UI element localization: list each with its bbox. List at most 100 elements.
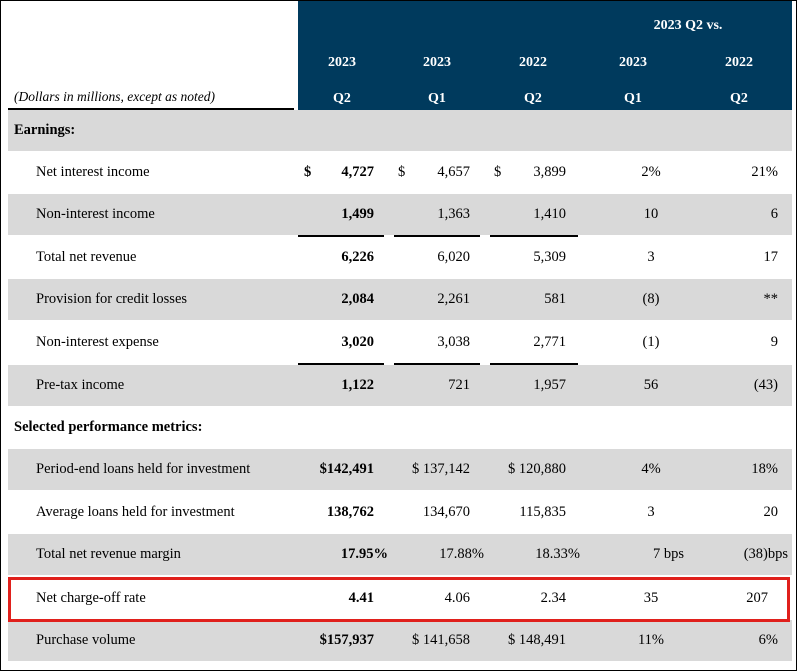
cell-vs-q1: 56 bbox=[643, 377, 659, 393]
row-label: Non-interest income bbox=[36, 206, 155, 222]
cell-q1-2023: 6,020 bbox=[437, 249, 470, 265]
cell-q2-2023: 1,122 bbox=[341, 377, 374, 393]
table-row: Provision for credit losses 2,084 2,261 … bbox=[8, 279, 792, 320]
cell-q2-2022: 18.33% bbox=[535, 546, 580, 562]
table-row: Purchase volume $157,937 $ 141,658 $ 148… bbox=[8, 620, 792, 661]
header-band bbox=[298, 1, 792, 111]
row-label: Total net revenue bbox=[36, 249, 137, 265]
cell-q2-2022: 581 bbox=[544, 291, 566, 307]
cell-q2-2023: $142,491 bbox=[319, 461, 374, 477]
subtotal-rule bbox=[298, 363, 384, 365]
cell-q1-2023: 2,261 bbox=[437, 291, 470, 307]
cell-q2-2022: 3,899 bbox=[533, 164, 566, 180]
cell-q2-2022: 2.34 bbox=[540, 590, 566, 606]
col-year-1: 2023 bbox=[328, 55, 356, 70]
cell-vs-q2: 207 bbox=[746, 590, 768, 606]
cell-vs-q2: (43) bbox=[753, 377, 778, 393]
cell-vs-q2: (38)bps bbox=[743, 546, 788, 562]
row-label: Provision for credit losses bbox=[36, 291, 188, 307]
currency-symbol: $ bbox=[398, 164, 406, 180]
cell-q2-2023: 6,226 bbox=[341, 249, 374, 265]
cell-q1-2023: 134,670 bbox=[422, 504, 470, 520]
cell-q2-2023: 4.41 bbox=[348, 590, 374, 606]
cell-q2-2023: 17.95% bbox=[340, 546, 388, 562]
cell-vs-q1: 2% bbox=[641, 164, 661, 180]
cell-vs-q1: 3 bbox=[647, 249, 655, 265]
table-row: Pre-tax income 1,122 721 1,957 56 (43) bbox=[8, 365, 792, 406]
table-row: Non-interest expense 3,020 3,038 2,771 (… bbox=[8, 322, 792, 363]
cell-q2-2022: 115,835 bbox=[519, 504, 566, 520]
col-year-2: 2023 bbox=[423, 55, 451, 70]
col-quarter-4: Q1 bbox=[624, 91, 642, 106]
col-quarter-5: Q2 bbox=[730, 91, 748, 106]
cell-q1-2023: 17.88% bbox=[439, 546, 484, 562]
cell-q2-2022: $ 120,880 bbox=[508, 461, 566, 477]
cell-vs-q2: 17 bbox=[763, 249, 779, 265]
highlight-box bbox=[8, 577, 790, 622]
subtotal-rule bbox=[490, 235, 578, 237]
subtotal-rule bbox=[490, 363, 578, 365]
section-label: Earnings: bbox=[14, 122, 76, 138]
cell-vs-q2: 18% bbox=[751, 461, 778, 477]
cell-vs-q1: (8) bbox=[642, 291, 660, 307]
cell-vs-q2: ** bbox=[763, 291, 779, 307]
cell-vs-q1: 11% bbox=[637, 632, 665, 648]
row-label: Period-end loans held for investment bbox=[36, 461, 251, 477]
cell-q2-2023: 2,084 bbox=[341, 291, 374, 307]
cell-vs-q2: 20 bbox=[763, 504, 779, 520]
cell-vs-q1: 10 bbox=[643, 206, 659, 222]
section-label: Selected performance metrics: bbox=[14, 419, 203, 435]
cell-vs-q1: 4% bbox=[641, 461, 661, 477]
row-label: Net interest income bbox=[36, 164, 150, 180]
cell-q2-2023: 4,727 bbox=[341, 164, 374, 180]
cell-q1-2023: 4.06 bbox=[444, 590, 470, 606]
subtotal-rule bbox=[394, 363, 480, 365]
table-row: Period-end loans held for investment $14… bbox=[8, 449, 792, 490]
col-quarter-1: Q2 bbox=[333, 91, 351, 106]
cell-vs-q1: 3 bbox=[647, 504, 655, 520]
currency-symbol: $ bbox=[494, 164, 502, 180]
row-label: Total net revenue margin bbox=[36, 546, 181, 562]
cell-q1-2023: $ 141,658 bbox=[412, 632, 470, 648]
table-row: Total net revenue margin 17.95% 17.88% 1… bbox=[8, 534, 792, 575]
table-row: Total net revenue 6,226 6,020 5,309 3 17 bbox=[8, 237, 792, 278]
units-note: (Dollars in millions, except as noted) bbox=[14, 89, 215, 104]
comparison-header: 2023 Q2 vs. bbox=[653, 18, 723, 33]
currency-symbol: $ bbox=[304, 164, 312, 180]
table-row: Non-interest income 1,499 1,363 1,410 10… bbox=[8, 194, 792, 235]
row-label: Pre-tax income bbox=[36, 377, 125, 393]
section-row-metrics: Selected performance metrics: bbox=[8, 407, 792, 448]
cell-q2-2023: $157,937 bbox=[319, 632, 374, 648]
header-underline bbox=[8, 108, 294, 110]
cell-q2-2022: 1,410 bbox=[533, 206, 566, 222]
cell-vs-q1: 35 bbox=[643, 590, 659, 606]
row-label: Net charge-off rate bbox=[36, 590, 146, 606]
table-row: Net charge-off rate 4.41 4.06 2.34 35 20… bbox=[8, 578, 792, 619]
cell-q1-2023: 4,657 bbox=[437, 164, 470, 180]
cell-q1-2023: 1,363 bbox=[437, 206, 470, 222]
col-year-4: 2023 bbox=[619, 55, 647, 70]
row-label: Average loans held for investment bbox=[36, 504, 235, 520]
cell-vs-q2: 6% bbox=[758, 632, 778, 648]
cell-q2-2022: 5,309 bbox=[533, 249, 566, 265]
cell-q1-2023: 3,038 bbox=[437, 334, 470, 350]
table-row: Average loans held for investment 138,76… bbox=[8, 492, 792, 533]
cell-vs-q1: 7 bps bbox=[652, 546, 684, 562]
cell-q2-2023: 138,762 bbox=[326, 504, 374, 520]
cell-q2-2022: 1,957 bbox=[533, 377, 566, 393]
col-year-5: 2022 bbox=[725, 55, 753, 70]
col-year-3: 2022 bbox=[519, 55, 547, 70]
cell-q1-2023: 721 bbox=[448, 377, 470, 393]
cell-q2-2023: 1,499 bbox=[341, 206, 374, 222]
cell-vs-q2: 21% bbox=[751, 164, 778, 180]
col-quarter-2: Q1 bbox=[428, 91, 446, 106]
cell-q2-2022: 2,771 bbox=[533, 334, 566, 350]
col-quarter-3: Q2 bbox=[524, 91, 542, 106]
table-row: Net interest income $ 4,727 $ 4,657 $ 3,… bbox=[8, 152, 792, 193]
row-label: Non-interest expense bbox=[36, 334, 159, 350]
cell-vs-q2: 9 bbox=[770, 334, 778, 350]
cell-vs-q2: 6 bbox=[770, 206, 778, 222]
section-row-earnings: Earnings: bbox=[8, 110, 792, 151]
cell-vs-q1: (1) bbox=[642, 334, 660, 350]
subtotal-rule bbox=[298, 235, 384, 237]
